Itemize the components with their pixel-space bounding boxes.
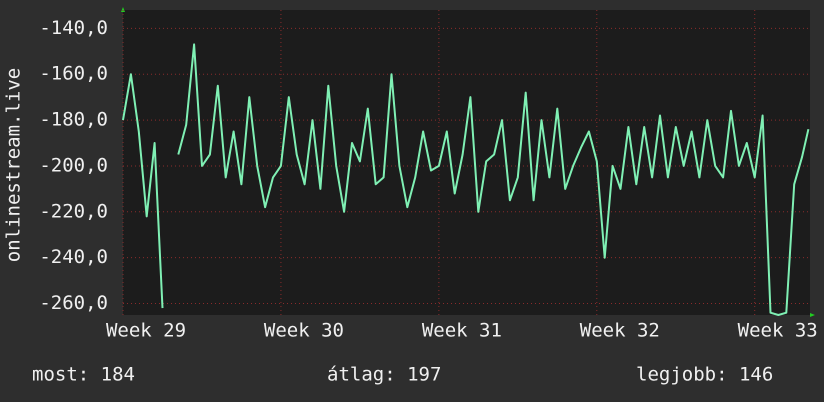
plot-area <box>123 10 810 315</box>
y-axis-label: onlinestream.live <box>3 68 25 262</box>
x-tick-label: Week 33 <box>738 320 818 342</box>
x-tick-label: Week 30 <box>264 320 344 342</box>
y-tick-label: -200,0 <box>39 154 108 176</box>
x-tick-label: Week 31 <box>422 320 502 342</box>
stat-current: most: 184 <box>32 364 135 386</box>
stat-average: átlag: 197 <box>327 364 441 386</box>
y-tick-label: -140,0 <box>39 17 108 39</box>
stat-best: legjobb: 146 <box>636 364 773 386</box>
y-tick-label: -240,0 <box>39 246 108 268</box>
y-tick-label: -260,0 <box>39 292 108 314</box>
x-tick-label: Week 32 <box>580 320 660 342</box>
x-tick-label: Week 29 <box>106 320 186 342</box>
y-tick-label: -180,0 <box>39 109 108 131</box>
y-tick-label: -220,0 <box>39 200 108 222</box>
data-line <box>122 43 810 316</box>
y-tick-label: -160,0 <box>39 63 108 85</box>
